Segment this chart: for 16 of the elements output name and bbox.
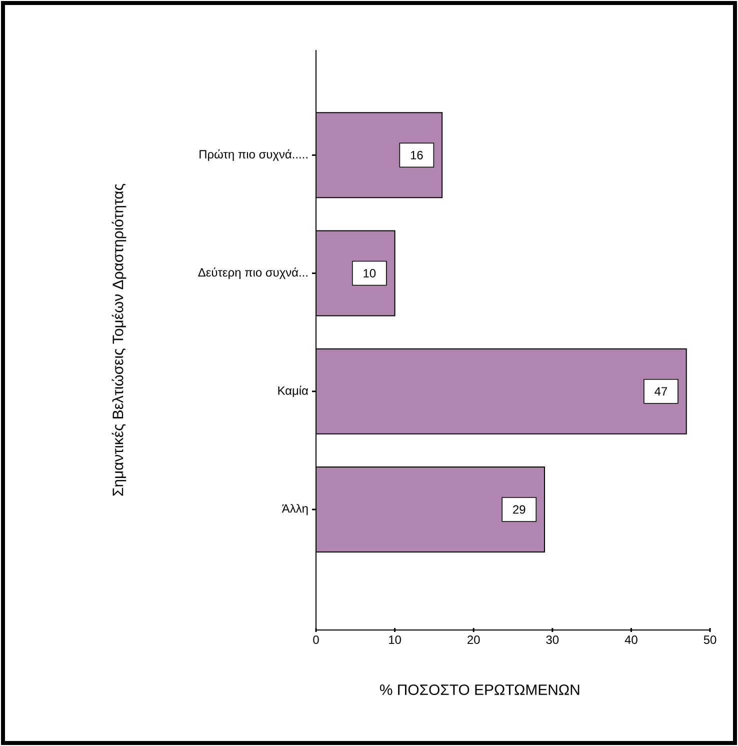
x-tick-label: 10 [389,636,401,644]
y-axis-title: Σημαντικές Βελτιώσεις Τομέων Δραστηριότητας [112,184,126,496]
y-tick-label: Καμία [278,386,308,398]
y-tick-label: Δεύτερη πιο συχνά... [198,268,308,280]
data-label: 16 [410,150,423,160]
x-tick-label: 0 [313,636,319,644]
data-label: 10 [364,269,376,278]
x-tick-label: 30 [546,636,559,644]
data-label: 47 [654,387,668,396]
x-tick-label: 50 [704,636,716,644]
x-axis-title: % ΠΟΣΟΣΤΟ ΕΡΩΤΩΜΕΝΩΝ [380,684,580,696]
x-tick-label: 20 [468,636,480,644]
data-label: 29 [513,505,526,514]
y-tick-label: Πρώτη πιο συχνά..... [200,149,308,161]
x-tick-label: 40 [624,636,638,644]
y-tick-label: Άλλη [282,504,308,516]
